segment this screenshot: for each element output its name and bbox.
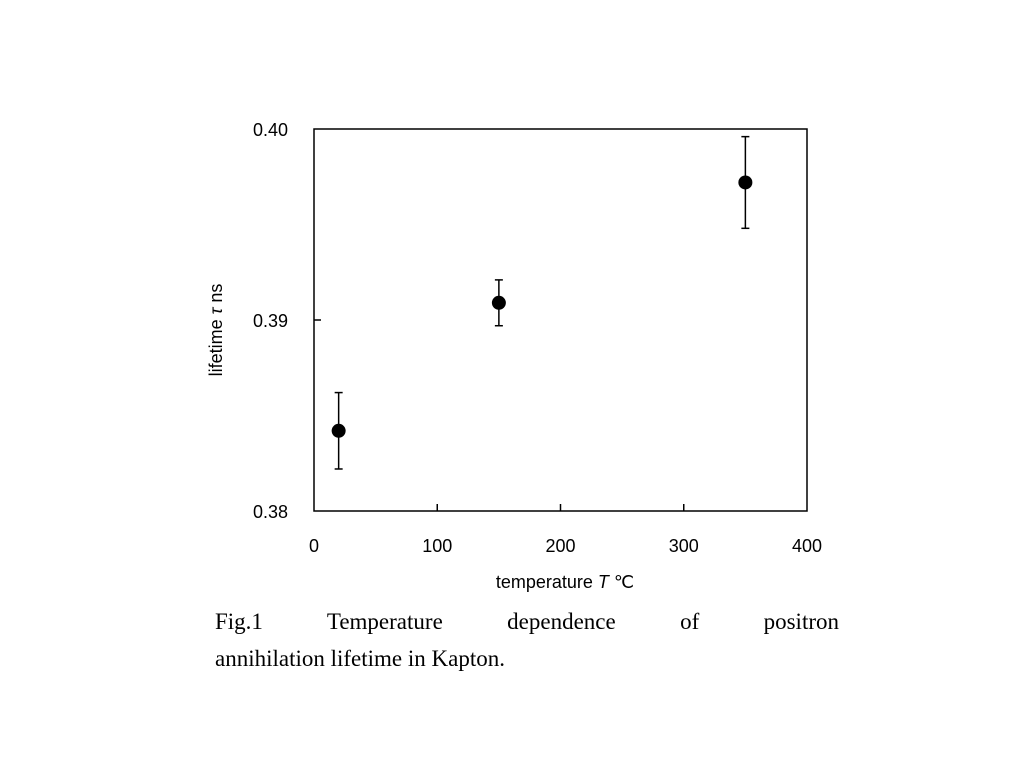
y-tick-label: 0.40	[253, 120, 288, 140]
y-tick-label: 0.38	[253, 502, 288, 522]
y-axis-ticks: 0.38 0.39 0.40	[253, 120, 321, 522]
data-point	[491, 279, 506, 327]
x-axis-title-unit: ℃	[614, 572, 634, 592]
x-axis-title-prefix: temperature	[496, 572, 598, 592]
x-tick-label: 100	[422, 536, 452, 556]
x-tick-label: 400	[792, 536, 822, 556]
data-marker	[738, 175, 753, 190]
x-tick-label: 200	[545, 536, 575, 556]
data-point	[331, 391, 346, 470]
caption-line-2: annihilation lifetime in Kapton.	[215, 646, 505, 671]
data-marker	[331, 423, 346, 438]
figure-caption: Fig.1 Temperature dependence of positron…	[215, 603, 839, 677]
data-point	[738, 135, 753, 230]
y-axis-title-prefix: lifetime	[206, 314, 226, 376]
x-tick-label: 0	[309, 536, 319, 556]
x-axis-title: temperature T ℃	[496, 572, 634, 592]
y-axis-title: lifetime τ ns	[206, 284, 226, 377]
data-points	[331, 135, 753, 470]
data-marker	[491, 295, 506, 310]
y-axis-title-symbol: τ	[206, 306, 226, 314]
x-tick-label: 300	[669, 536, 699, 556]
plot-frame	[313, 128, 808, 512]
x-axis-title-symbol: T	[598, 572, 611, 592]
y-axis-title-unit: ns	[206, 284, 226, 303]
x-axis-ticks: 0 100 200 300 400	[309, 504, 822, 556]
y-tick-label: 0.39	[253, 311, 288, 331]
caption-line-1: Fig.1 Temperature dependence of positron	[215, 609, 839, 634]
